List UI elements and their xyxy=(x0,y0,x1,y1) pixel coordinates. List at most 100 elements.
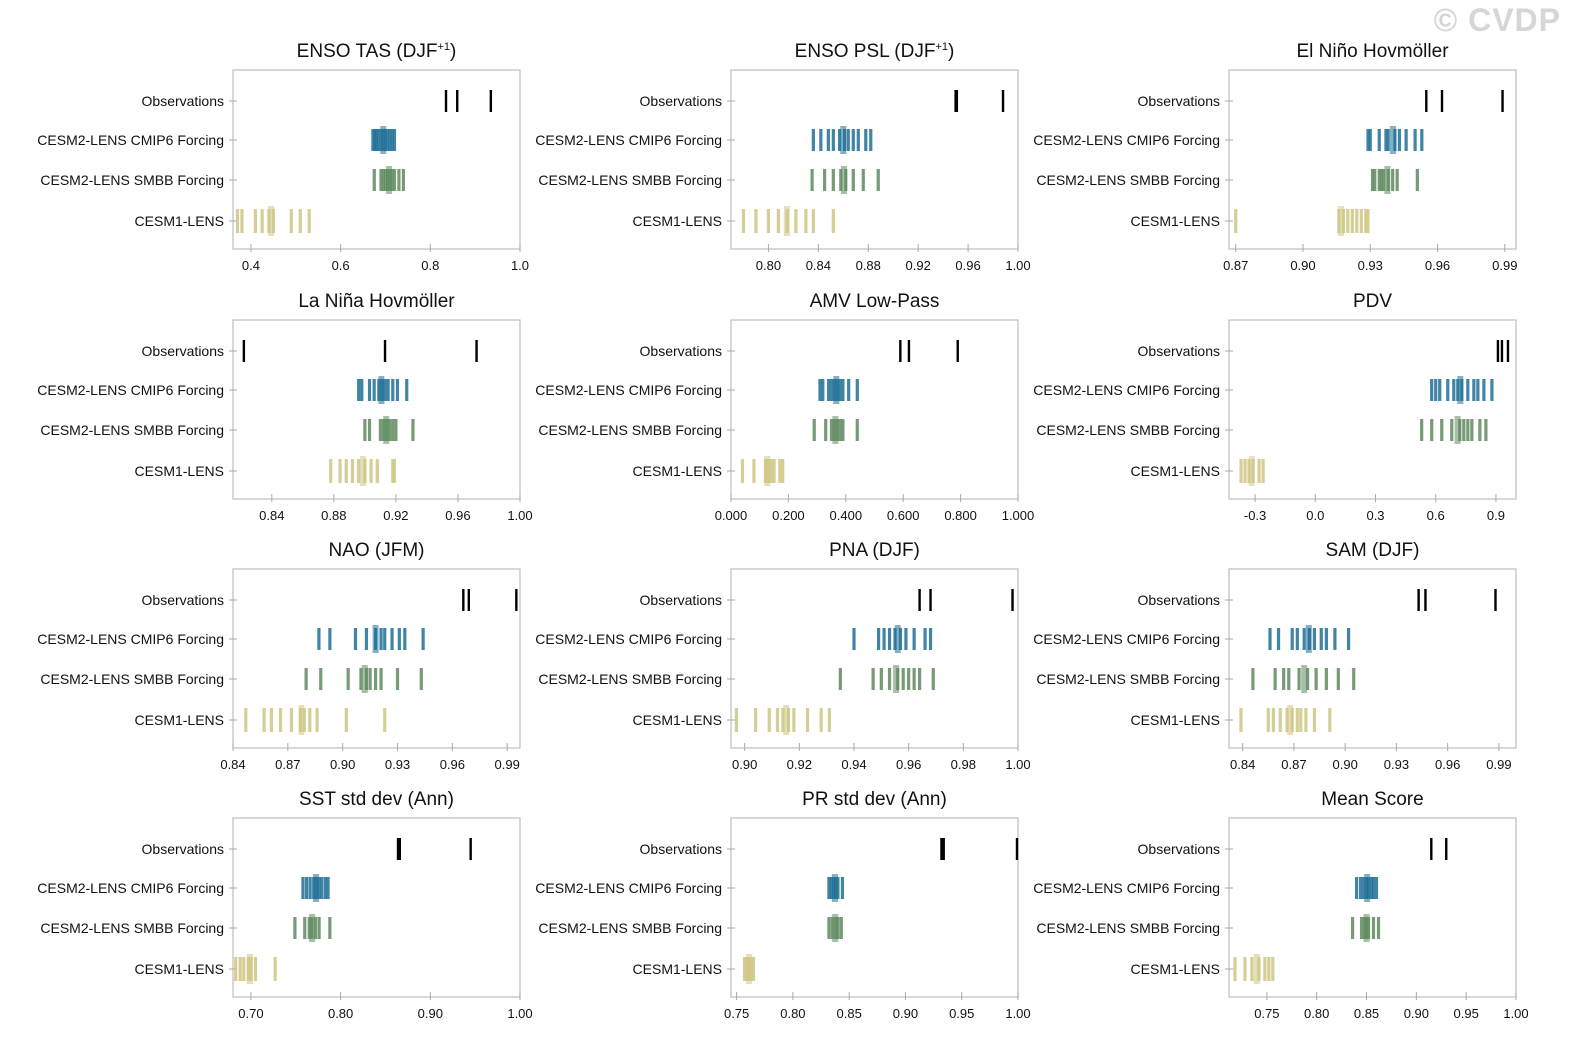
x-tick-label: 0.6 xyxy=(332,258,350,273)
x-tick-label: 0.95 xyxy=(1454,1006,1479,1021)
x-tick-label: 0.92 xyxy=(383,508,408,523)
x-tick-label: 0.90 xyxy=(1290,258,1315,273)
x-tick-label: 1.00 xyxy=(1005,757,1030,772)
row-label: CESM2-LENS CMIP6 Forcing xyxy=(37,880,224,896)
x-tick-label: 0.400 xyxy=(830,508,863,523)
x-tick-label: 0.80 xyxy=(328,1006,353,1021)
x-tick-label: 0.98 xyxy=(951,757,976,772)
x-tick-label: 0.0 xyxy=(1306,508,1324,523)
row-label: CESM1-LENS xyxy=(633,213,722,229)
panel-title: ENSO TAS (DJF+1) xyxy=(297,41,457,62)
panel-title-main: SAM (DJF) xyxy=(1326,540,1420,561)
x-tick-label: 0.96 xyxy=(440,757,465,772)
row-label: CESM1-LENS xyxy=(135,463,224,479)
panel-2: El Niño Hovmöller Observations CESM2-LENS … xyxy=(1033,41,1517,273)
x-tick-label: 0.88 xyxy=(321,508,346,523)
x-tick-label: 0.8 xyxy=(421,258,439,273)
x-tick-label: 1.000 xyxy=(1002,508,1035,523)
x-tick-label: 0.70 xyxy=(238,1006,263,1021)
row-label: CESM1-LENS xyxy=(633,712,722,728)
panel-4: AMV Low-Pass Observations CESM2-LENS CMIP6… xyxy=(535,291,1034,523)
x-tick-label: 0.800 xyxy=(944,508,977,523)
x-tick-label: 0.87 xyxy=(1281,757,1306,772)
row-label: Observations xyxy=(142,93,224,109)
x-tick-label: 0.90 xyxy=(418,1006,443,1021)
row-label: Observations xyxy=(142,343,224,359)
x-tick-label: 0.3 xyxy=(1366,508,1384,523)
row-label: CESM2-LENS SMBB Forcing xyxy=(538,172,722,188)
plot-frame xyxy=(232,817,521,998)
row-label: CESM1-LENS xyxy=(1131,463,1220,479)
x-tick-label: 0.84 xyxy=(806,258,831,273)
plot-frame xyxy=(1228,817,1517,998)
x-tick-label: 0.93 xyxy=(1358,258,1383,273)
x-tick-label: 0.75 xyxy=(1254,1006,1279,1021)
plot-frame xyxy=(232,319,521,500)
x-tick-label: 0.92 xyxy=(906,258,931,273)
panel-title-superscript: +1 xyxy=(437,41,450,53)
x-tick-label: 1.00 xyxy=(507,508,532,523)
panel-title: SST std dev (Ann) xyxy=(299,789,454,810)
panel-title: PDV xyxy=(1353,291,1392,312)
x-tick-label: 0.84 xyxy=(1230,757,1255,772)
x-tick-label: 0.90 xyxy=(330,757,355,772)
plot-frame xyxy=(232,568,521,749)
row-label: CESM2-LENS CMIP6 Forcing xyxy=(37,132,224,148)
row-label: CESM2-LENS SMBB Forcing xyxy=(40,920,224,936)
row-label: CESM2-LENS CMIP6 Forcing xyxy=(535,631,722,647)
row-label: Observations xyxy=(142,592,224,608)
x-tick-label: 0.99 xyxy=(1486,757,1511,772)
x-tick-label: 0.9 xyxy=(1487,508,1505,523)
x-tick-label: 0.96 xyxy=(1435,757,1460,772)
row-label: CESM2-LENS CMIP6 Forcing xyxy=(1033,382,1220,398)
panel-7: PNA (DJF) Observations CESM2-LENS CMIP6 Fo… xyxy=(535,540,1030,772)
x-tick-label: 0.85 xyxy=(837,1006,862,1021)
x-tick-label: 0.87 xyxy=(1223,258,1248,273)
x-tick-label: 0.6 xyxy=(1427,508,1445,523)
row-label: CESM2-LENS SMBB Forcing xyxy=(40,671,224,687)
x-tick-label: 0.90 xyxy=(732,757,757,772)
x-tick-label: 0.84 xyxy=(259,508,284,523)
panel-11: Mean Score Observations CESM2-LENS CMIP6 F… xyxy=(1033,789,1528,1021)
panel-title-main: PDV xyxy=(1353,291,1392,312)
panel-title-main: PR std dev (Ann) xyxy=(802,789,947,810)
row-label: CESM2-LENS CMIP6 Forcing xyxy=(535,132,722,148)
row-label: CESM1-LENS xyxy=(1131,961,1220,977)
panel-5: PDV Observations CESM2-LENS CMIP6 Forcing C… xyxy=(1033,291,1517,523)
row-label: CESM2-LENS CMIP6 Forcing xyxy=(535,880,722,896)
row-label: CESM2-LENS SMBB Forcing xyxy=(538,422,722,438)
panel-title: AMV Low-Pass xyxy=(810,291,940,312)
x-tick-label: 0.99 xyxy=(1492,258,1517,273)
panel-title-tail: ) xyxy=(450,41,456,62)
plot-frame xyxy=(730,817,1019,998)
x-tick-label: 0.96 xyxy=(896,757,921,772)
row-label: CESM2-LENS CMIP6 Forcing xyxy=(535,382,722,398)
panel-title-superscript: +1 xyxy=(935,41,948,53)
panel-1: ENSO PSL (DJF+1) Observations CESM2-LENS C… xyxy=(535,41,1030,273)
panel-title-main: PNA (DJF) xyxy=(829,540,920,561)
x-tick-label: 0.80 xyxy=(756,258,781,273)
row-label: CESM2-LENS SMBB Forcing xyxy=(40,172,224,188)
panel-title: SAM (DJF) xyxy=(1326,540,1420,561)
x-tick-label: 1.00 xyxy=(1005,1006,1030,1021)
x-tick-label: 0.84 xyxy=(220,757,245,772)
row-label: CESM1-LENS xyxy=(1131,712,1220,728)
row-label: CESM2-LENS SMBB Forcing xyxy=(40,422,224,438)
row-label: CESM2-LENS SMBB Forcing xyxy=(1036,671,1220,687)
panel-title: NAO (JFM) xyxy=(328,540,424,561)
panel-title-tail: ) xyxy=(948,41,954,62)
x-tick-label: 0.93 xyxy=(1384,757,1409,772)
panel-title: El Niño Hovmöller xyxy=(1296,41,1449,62)
plot-frame xyxy=(1228,69,1517,250)
row-label: Observations xyxy=(640,841,722,857)
plot-frame xyxy=(730,319,1019,500)
panel-6: NAO (JFM) Observations CESM2-LENS CMIP6 Fo… xyxy=(37,540,521,772)
row-label: CESM2-LENS CMIP6 Forcing xyxy=(37,631,224,647)
panel-title-main: ENSO TAS (DJF xyxy=(297,41,438,62)
x-tick-label: 0.600 xyxy=(887,508,920,523)
row-label: CESM2-LENS SMBB Forcing xyxy=(538,920,722,936)
row-label: Observations xyxy=(640,93,722,109)
row-label: CESM1-LENS xyxy=(633,961,722,977)
x-tick-label: 0.96 xyxy=(445,508,470,523)
